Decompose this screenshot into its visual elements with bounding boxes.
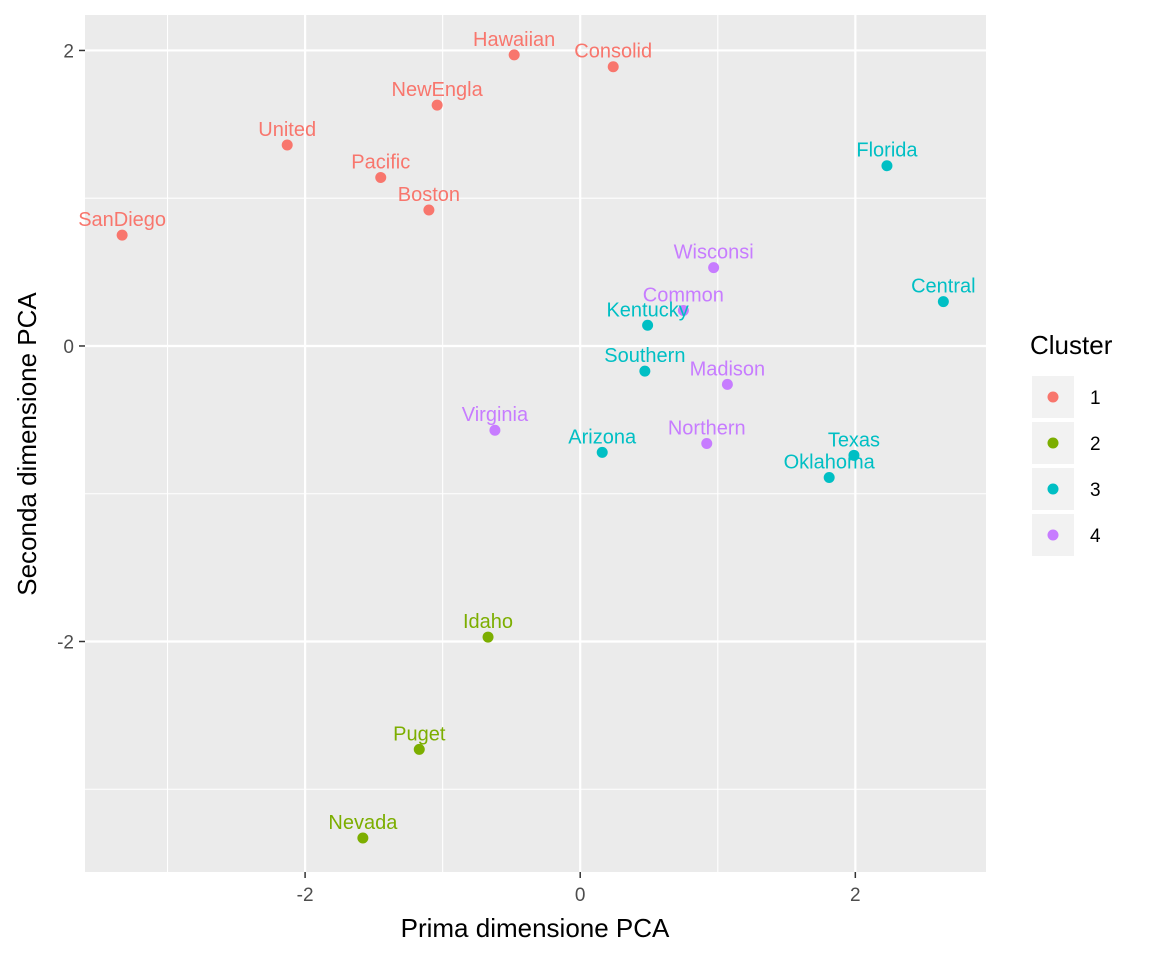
point-label: Wisconsi [674, 242, 754, 264]
point-label: Boston [398, 184, 460, 206]
point-label: Northern [668, 418, 746, 440]
data-point [721, 378, 733, 390]
legend-label: 3 [1090, 480, 1101, 501]
legend-label: 1 [1090, 388, 1101, 409]
data-point [357, 832, 369, 844]
data-point [708, 262, 720, 274]
data-point [482, 631, 494, 643]
y-axis-ticks: -2 0 2 [57, 41, 85, 653]
point-label: Hawaiian [473, 29, 555, 51]
y-tick-label: 2 [63, 41, 74, 62]
legend-marker [1047, 529, 1059, 541]
point-label: Consolid [574, 41, 652, 63]
data-points [116, 49, 949, 844]
data-point [823, 471, 835, 483]
point-label: Common [643, 285, 724, 307]
data-point [848, 449, 860, 461]
point-label: Florida [856, 140, 918, 162]
point-label: United [258, 119, 316, 141]
y-tick-label: -2 [57, 632, 74, 653]
legend-label: 4 [1090, 526, 1101, 547]
legend-title: Cluster [1030, 330, 1113, 360]
point-label: Southern [604, 345, 685, 367]
x-tick-label: -2 [297, 885, 314, 906]
x-tick-label: 0 [575, 885, 586, 906]
point-label: SanDiego [78, 209, 166, 231]
y-tick-label: 0 [63, 337, 74, 358]
data-point [116, 229, 128, 241]
legend-label: 2 [1090, 434, 1101, 455]
x-tick-label: 2 [850, 885, 861, 906]
data-point [642, 319, 654, 331]
y-axis-title: Seconda dimensione PCA [12, 292, 42, 596]
data-point [937, 296, 949, 308]
minor-gridlines [85, 15, 986, 872]
data-point [431, 99, 443, 111]
x-axis-ticks: -2 0 2 [297, 872, 861, 906]
data-point [508, 49, 520, 61]
data-point [423, 204, 435, 216]
data-point [607, 61, 619, 73]
legend: Cluster 1 2 3 4 [1030, 330, 1113, 556]
point-labels: Hawaiian Consolid NewEngla United Pacific Bos… [78, 29, 975, 834]
data-point [413, 743, 425, 755]
point-label: Arizona [568, 426, 637, 448]
point-label: Nevada [328, 812, 398, 834]
data-point [701, 438, 713, 449]
point-label: Madison [690, 358, 766, 380]
data-point [281, 139, 293, 151]
point-label: NewEngla [392, 79, 484, 101]
legend-marker [1047, 483, 1059, 495]
legend-marker [1047, 391, 1059, 403]
point-label: Central [911, 276, 975, 298]
data-point [677, 305, 689, 317]
point-label: Pacific [351, 152, 410, 174]
point-label: Kentucky [606, 299, 688, 321]
point-label: Virginia [462, 404, 529, 426]
point-label: Oklahoma [784, 451, 876, 473]
plot-panel [85, 15, 986, 872]
x-axis-title: Prima dimensione PCA [401, 913, 670, 943]
data-point [881, 160, 893, 172]
point-label: Texas [828, 429, 880, 451]
point-label: Puget [393, 723, 446, 745]
point-label: Idaho [463, 611, 513, 633]
major-gridlines [85, 15, 986, 872]
data-point [489, 424, 501, 436]
data-point [639, 365, 651, 377]
legend-marker [1047, 437, 1059, 449]
data-point [375, 172, 387, 184]
data-point [596, 446, 608, 458]
